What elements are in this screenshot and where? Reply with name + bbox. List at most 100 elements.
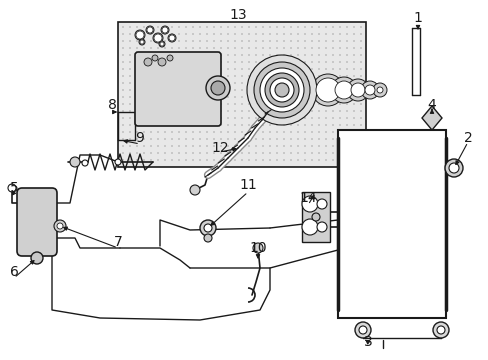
Circle shape bbox=[310, 103, 312, 105]
Circle shape bbox=[310, 68, 312, 70]
Circle shape bbox=[146, 26, 154, 34]
Circle shape bbox=[276, 82, 277, 84]
Circle shape bbox=[283, 110, 284, 112]
Circle shape bbox=[262, 152, 263, 154]
Circle shape bbox=[157, 40, 159, 42]
Circle shape bbox=[283, 159, 284, 161]
Circle shape bbox=[213, 26, 214, 28]
Circle shape bbox=[122, 75, 123, 77]
Circle shape bbox=[248, 82, 249, 84]
Circle shape bbox=[241, 117, 243, 119]
Circle shape bbox=[199, 131, 201, 133]
Circle shape bbox=[241, 145, 243, 147]
Circle shape bbox=[339, 40, 340, 42]
Circle shape bbox=[129, 117, 130, 119]
Circle shape bbox=[269, 138, 270, 140]
Circle shape bbox=[262, 96, 263, 98]
Circle shape bbox=[192, 89, 193, 91]
Circle shape bbox=[360, 68, 361, 70]
Circle shape bbox=[185, 40, 186, 42]
Circle shape bbox=[206, 40, 207, 42]
Circle shape bbox=[122, 103, 123, 105]
Circle shape bbox=[213, 117, 214, 119]
Circle shape bbox=[220, 40, 222, 42]
Circle shape bbox=[164, 152, 165, 154]
Circle shape bbox=[150, 145, 151, 147]
Circle shape bbox=[276, 89, 277, 91]
Circle shape bbox=[269, 103, 270, 105]
Circle shape bbox=[289, 61, 291, 63]
Circle shape bbox=[227, 33, 228, 35]
Circle shape bbox=[227, 103, 228, 105]
Circle shape bbox=[248, 54, 249, 56]
Circle shape bbox=[269, 152, 270, 154]
Text: 1: 1 bbox=[413, 11, 422, 25]
Circle shape bbox=[346, 79, 368, 101]
Circle shape bbox=[213, 103, 214, 105]
Circle shape bbox=[157, 138, 159, 140]
Circle shape bbox=[283, 33, 284, 35]
Circle shape bbox=[360, 54, 361, 56]
Text: 11: 11 bbox=[239, 178, 256, 192]
Circle shape bbox=[157, 75, 159, 77]
Circle shape bbox=[241, 131, 243, 133]
Circle shape bbox=[262, 110, 263, 112]
Circle shape bbox=[57, 223, 63, 229]
Circle shape bbox=[297, 124, 298, 126]
Circle shape bbox=[227, 61, 228, 63]
Circle shape bbox=[360, 75, 361, 77]
Circle shape bbox=[178, 82, 180, 84]
Circle shape bbox=[289, 117, 291, 119]
Circle shape bbox=[234, 47, 235, 49]
Circle shape bbox=[346, 75, 347, 77]
Circle shape bbox=[185, 131, 186, 133]
Circle shape bbox=[143, 131, 144, 133]
Circle shape bbox=[325, 33, 326, 35]
Circle shape bbox=[150, 33, 151, 35]
Circle shape bbox=[213, 33, 214, 35]
Circle shape bbox=[318, 103, 319, 105]
Circle shape bbox=[220, 89, 222, 91]
Circle shape bbox=[192, 47, 193, 49]
Circle shape bbox=[331, 124, 333, 126]
Circle shape bbox=[220, 96, 222, 98]
Circle shape bbox=[325, 138, 326, 140]
Circle shape bbox=[297, 33, 298, 35]
Circle shape bbox=[150, 131, 151, 133]
Bar bbox=[118, 22, 365, 167]
Circle shape bbox=[248, 131, 249, 133]
Circle shape bbox=[157, 26, 159, 28]
Circle shape bbox=[122, 138, 123, 140]
Circle shape bbox=[171, 145, 172, 147]
Circle shape bbox=[171, 33, 172, 35]
Circle shape bbox=[234, 75, 235, 77]
Circle shape bbox=[213, 138, 214, 140]
Circle shape bbox=[192, 152, 193, 154]
Circle shape bbox=[241, 33, 243, 35]
Circle shape bbox=[255, 33, 256, 35]
Circle shape bbox=[129, 26, 130, 28]
Circle shape bbox=[227, 138, 228, 140]
Circle shape bbox=[220, 159, 222, 161]
Circle shape bbox=[318, 54, 319, 56]
Circle shape bbox=[164, 47, 165, 49]
Circle shape bbox=[276, 159, 277, 161]
Circle shape bbox=[167, 55, 173, 61]
Circle shape bbox=[352, 40, 354, 42]
Circle shape bbox=[205, 76, 229, 100]
Circle shape bbox=[262, 138, 263, 140]
Circle shape bbox=[360, 40, 361, 42]
Circle shape bbox=[289, 68, 291, 70]
Circle shape bbox=[122, 89, 123, 91]
Circle shape bbox=[129, 54, 130, 56]
Circle shape bbox=[360, 124, 361, 126]
Circle shape bbox=[171, 103, 172, 105]
Circle shape bbox=[310, 75, 312, 77]
Circle shape bbox=[234, 26, 235, 28]
Circle shape bbox=[164, 131, 165, 133]
Circle shape bbox=[304, 124, 305, 126]
Circle shape bbox=[283, 89, 284, 91]
Circle shape bbox=[283, 40, 284, 42]
Text: 8: 8 bbox=[107, 98, 116, 112]
Circle shape bbox=[310, 110, 312, 112]
